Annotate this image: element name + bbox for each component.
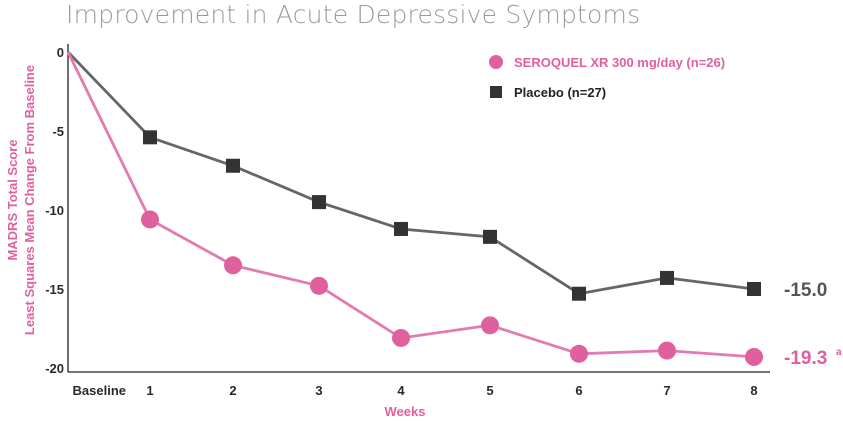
- y-tick-label: 0: [57, 45, 64, 60]
- legend-label: Placebo (n=27): [514, 85, 606, 100]
- legend-marker-circle: [489, 55, 503, 69]
- x-tick-label: 8: [750, 383, 757, 398]
- series-end-value-label: -19.3: [784, 348, 827, 369]
- data-point-square: [143, 130, 157, 145]
- x-tick-label: Baseline: [73, 383, 126, 398]
- y-tick-label: -10: [45, 203, 64, 218]
- y-tick-label: -20: [45, 361, 64, 376]
- x-tick-label: 7: [663, 383, 670, 398]
- data-point-square: [226, 158, 240, 173]
- series-line: [66, 51, 755, 359]
- data-point-square: [483, 229, 497, 244]
- data-point-circle: [392, 328, 410, 347]
- data-point-circle: [310, 276, 328, 295]
- chart-labels: Weeks MADRS Total Score Least Squares Mean…: [5, 65, 842, 419]
- x-tick-label: 4: [397, 383, 405, 398]
- legend-marker-square: [490, 86, 502, 98]
- x-tick-label: 2: [229, 383, 236, 398]
- data-point-square: [312, 195, 326, 210]
- data-point-circle: [141, 210, 159, 229]
- data-point-circle: [658, 341, 676, 360]
- legend-label: SEROQUEL XR 300 mg/day (n=26): [514, 55, 725, 70]
- chart-title: Improvement in Acute Depressive Symptoms: [66, 0, 641, 29]
- data-point-circle: [570, 344, 588, 363]
- series-lines: [66, 51, 755, 359]
- x-tick-label: 1: [146, 383, 153, 398]
- y-axis-title-line1: MADRS Total Score: [5, 139, 20, 260]
- data-point-square: [747, 282, 761, 296]
- series-markers: [141, 130, 763, 366]
- series-line: [66, 51, 755, 296]
- x-tick-label: 6: [575, 383, 582, 398]
- data-point-square: [394, 221, 408, 236]
- x-axis-title: Weeks: [385, 404, 426, 419]
- y-tick-label: -15: [45, 282, 64, 297]
- data-point-square: [660, 270, 674, 285]
- series-end-value-label: -15.0: [784, 280, 827, 301]
- x-tick-label: 3: [315, 383, 322, 398]
- y-axis-title-line2: Least Squares Mean Change From Baseline: [22, 65, 37, 335]
- data-point-circle: [745, 347, 763, 366]
- data-point-circle: [224, 256, 242, 275]
- x-tick-label: 5: [486, 383, 493, 398]
- footnote-marker: a: [836, 347, 842, 358]
- data-point-square: [572, 286, 586, 301]
- y-tick-label: -5: [52, 124, 64, 139]
- axes: 0 -5 -10 -15 -20 Baseline 1 2 3 4 5 6 7 8: [45, 44, 770, 398]
- data-point-circle: [481, 316, 499, 335]
- legend: SEROQUEL XR 300 mg/day (n=26) Placebo (n=…: [489, 55, 725, 100]
